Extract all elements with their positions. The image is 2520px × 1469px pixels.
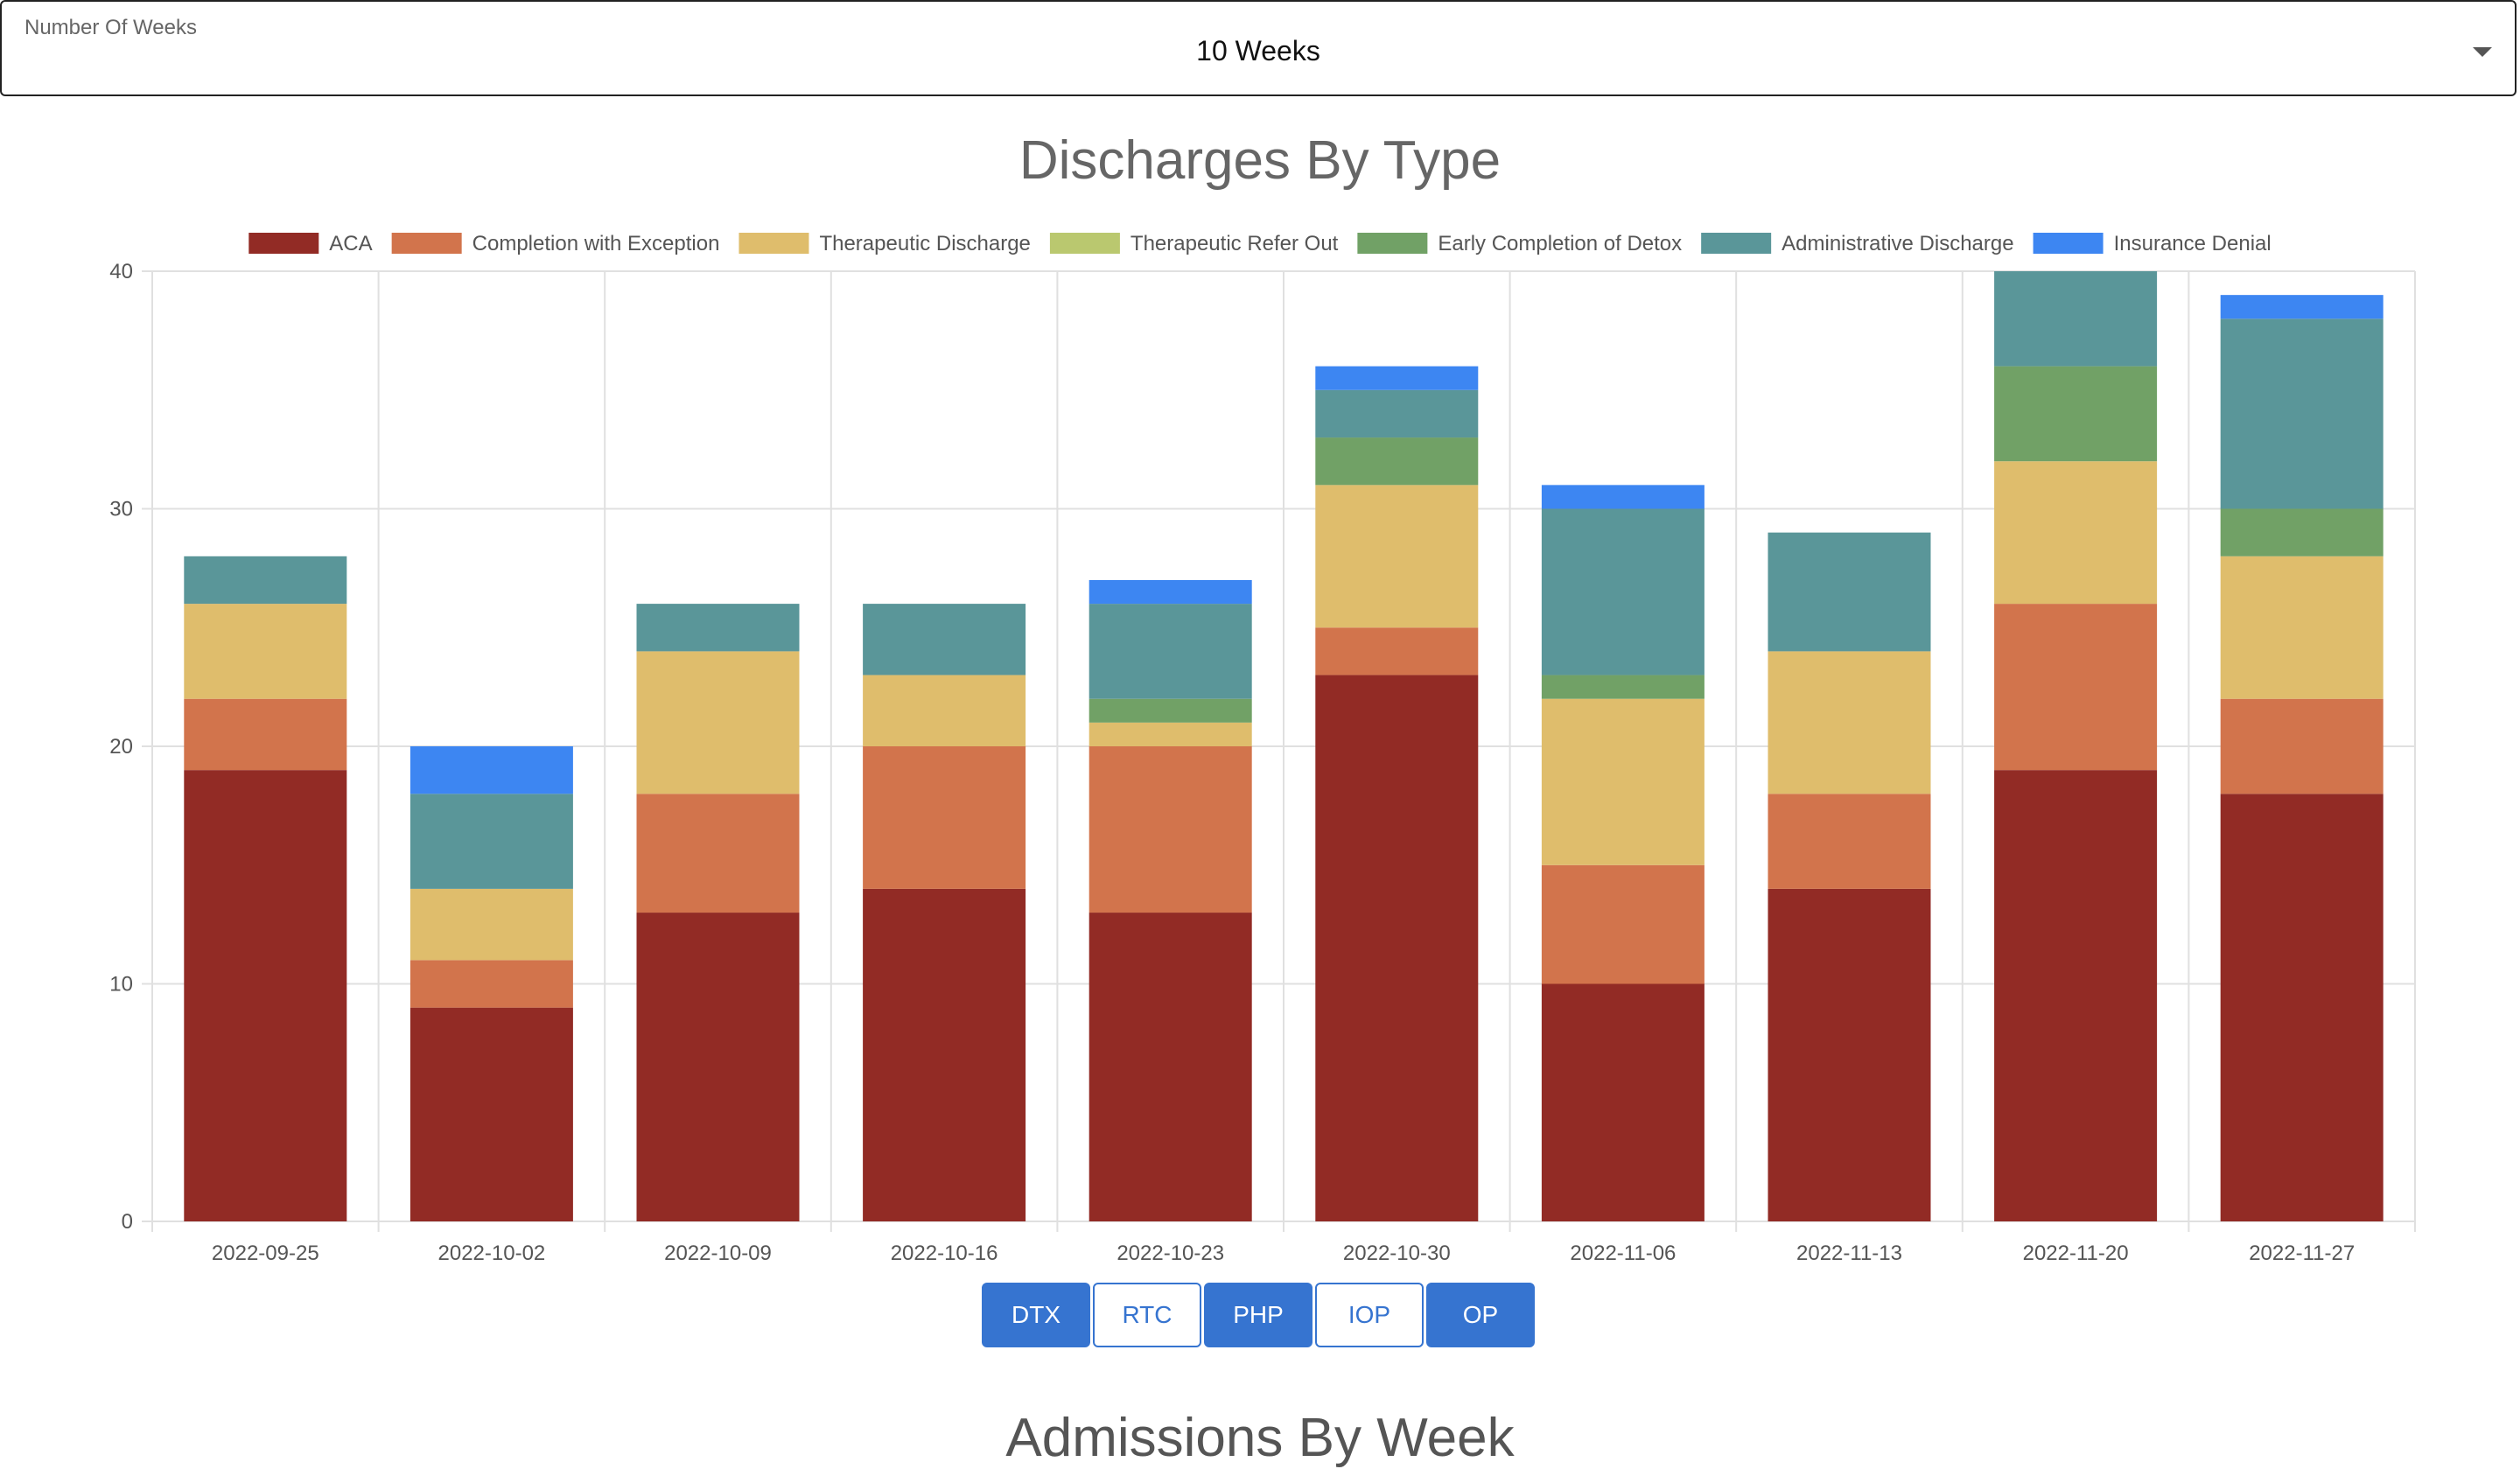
program-button-php[interactable]: PHP (1204, 1283, 1312, 1347)
bar-segment[interactable] (184, 770, 347, 1221)
legend-label[interactable]: Completion with Exception (472, 232, 720, 255)
bar-segment[interactable] (1768, 888, 1931, 1221)
bar-segment[interactable] (1768, 532, 1931, 652)
bar-segment[interactable] (1088, 698, 1252, 723)
discharges-by-type-chart: 0 10 20 30 40 2022-09-25 2022-10-02 2022-10-09 2… (109, 232, 2416, 1265)
bar-segment[interactable] (184, 604, 347, 699)
bar-segment[interactable] (184, 698, 347, 771)
x-tick-label: 2022-10-30 (1343, 1242, 1451, 1265)
legend-swatch[interactable] (1357, 233, 1428, 254)
bar-segment[interactable] (1315, 485, 1479, 628)
bar-segment[interactable] (1315, 366, 1479, 390)
x-tick-label: 2022-10-16 (891, 1242, 998, 1265)
bar-segment[interactable] (1994, 461, 2158, 605)
legend-swatch[interactable] (391, 233, 462, 254)
bar-segment[interactable] (2220, 556, 2384, 699)
number-of-weeks-label: Number Of Weeks (24, 16, 197, 39)
y-tick-label: 30 (109, 498, 133, 521)
bar-segment[interactable] (1541, 698, 1704, 865)
bar-segment[interactable] (636, 794, 800, 913)
bar-segment[interactable] (1541, 485, 1704, 509)
bar-segment[interactable] (1088, 579, 1252, 605)
number-of-weeks-value: 10 Weeks (1196, 35, 1320, 66)
legend-label[interactable]: Therapeutic Discharge (819, 232, 1030, 255)
legend-label[interactable]: Administrative Discharge (1782, 232, 2013, 255)
bar-segment[interactable] (2220, 295, 2384, 319)
legend-swatch[interactable] (738, 233, 809, 254)
chart-title: Discharges By Type (1018, 130, 1502, 191)
legend: ACA Completion with Exception Therapeutic … (248, 232, 2272, 255)
bar-segment[interactable] (863, 604, 1026, 675)
bar-segment[interactable] (1994, 366, 2158, 462)
bar-segment[interactable] (1994, 604, 2158, 771)
x-tick-label: 2022-09-25 (212, 1242, 319, 1265)
legend-swatch[interactable] (1701, 233, 1772, 254)
bar-segment[interactable] (863, 675, 1026, 746)
bar-segment[interactable] (636, 604, 800, 652)
chevron-down-icon[interactable] (2473, 47, 2492, 57)
x-tick-label: 2022-11-27 (2249, 1242, 2355, 1265)
y-tick-label: 10 (109, 973, 133, 997)
bar-segment[interactable] (1088, 604, 1252, 699)
program-button-dtx[interactable]: DTX (982, 1283, 1090, 1347)
bar-segment[interactable] (2220, 698, 2384, 794)
x-tick-label: 2022-10-02 (438, 1242, 546, 1265)
x-tick-label: 2022-11-06 (1570, 1242, 1676, 1265)
bar-segment[interactable] (863, 746, 1026, 889)
legend-label[interactable]: Therapeutic Refer Out (1130, 232, 1339, 255)
bar-segment[interactable] (636, 913, 800, 1221)
bar-segment[interactable] (636, 651, 800, 794)
bar-segment[interactable] (1315, 389, 1479, 438)
program-button-rtc[interactable]: RTC (1093, 1283, 1201, 1347)
x-tick-label: 2022-10-23 (1116, 1242, 1224, 1265)
bar-segment[interactable] (1541, 983, 1704, 1222)
bar-segment[interactable] (1541, 864, 1704, 984)
y-tick-label: 20 (109, 735, 133, 759)
bar-segment[interactable] (1541, 675, 1704, 699)
bar-segment[interactable] (1315, 627, 1479, 675)
bar-segment[interactable] (1315, 675, 1479, 1221)
bar-segment[interactable] (1994, 770, 2158, 1221)
bar-segment[interactable] (410, 1007, 573, 1221)
bar-segment[interactable] (2220, 508, 2384, 556)
program-filter-buttons: DTX RTC PHP IOP OP (982, 1283, 1535, 1347)
bar-segment[interactable] (1994, 271, 2158, 367)
bar-segment[interactable] (1768, 794, 1931, 889)
bar-segment[interactable] (410, 746, 573, 794)
legend-swatch[interactable] (248, 233, 319, 254)
bar-segment[interactable] (1088, 746, 1252, 913)
x-tick-label: 2022-11-20 (2023, 1242, 2129, 1265)
bar-segment[interactable] (2220, 794, 2384, 1221)
y-tick-label: 40 (109, 260, 133, 283)
bar-segment[interactable] (1315, 437, 1479, 486)
x-tick-label: 2022-10-09 (664, 1242, 772, 1265)
legend-label[interactable]: Early Completion of Detox (1438, 232, 1682, 255)
bar-segment[interactable] (863, 888, 1026, 1221)
x-tick-label: 2022-11-13 (1796, 1242, 1902, 1265)
bar-segment[interactable] (1768, 651, 1931, 794)
bar-segment[interactable] (410, 888, 573, 961)
legend-label[interactable]: ACA (329, 232, 372, 255)
bar-segment[interactable] (1088, 722, 1252, 746)
bar-segment[interactable] (410, 960, 573, 1008)
legend-swatch[interactable] (1049, 233, 1120, 254)
y-tick-label: 0 (122, 1210, 133, 1234)
bar-segment[interactable] (1541, 508, 1704, 675)
program-button-op[interactable]: OP (1426, 1283, 1535, 1347)
legend-swatch[interactable] (2033, 233, 2104, 254)
legend-label[interactable]: Insurance Denial (2114, 232, 2272, 255)
bar-segment[interactable] (410, 794, 573, 889)
bar-segment[interactable] (2220, 318, 2384, 509)
bar-segment[interactable] (1088, 913, 1252, 1221)
program-button-iop[interactable]: IOP (1315, 1283, 1424, 1347)
bar-segment[interactable] (184, 556, 347, 605)
number-of-weeks-select[interactable]: Number Of Weeks 10 Weeks (0, 0, 2516, 96)
